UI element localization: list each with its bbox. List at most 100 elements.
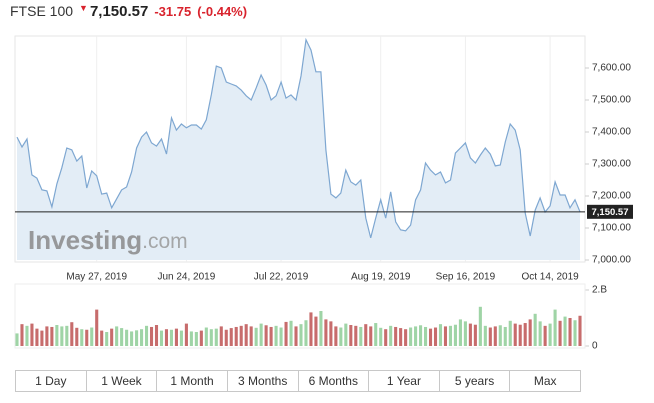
volume-bar [174, 328, 178, 346]
volume-bar [364, 324, 368, 346]
volume-bar [179, 330, 183, 346]
volume-bar [85, 329, 89, 346]
volume-bar [25, 325, 29, 346]
volume-bar [468, 323, 472, 346]
range-button[interactable]: 1 Day [16, 371, 87, 391]
volume-bar [75, 327, 79, 346]
volume-bar [349, 325, 353, 346]
volume-bar [60, 326, 64, 346]
volume-bar [359, 326, 363, 346]
volume-bar [259, 323, 263, 346]
change: -31.75 [154, 4, 192, 19]
volume-bar [394, 326, 398, 346]
volume-bar [329, 321, 333, 346]
volume-bar [164, 329, 169, 346]
volume-bar [309, 312, 313, 346]
volume-bar [284, 321, 288, 346]
price-area [17, 39, 580, 260]
watermark-brand: Investing [28, 225, 142, 255]
range-button[interactable]: 1 Month [157, 371, 228, 391]
volume-bar [209, 329, 213, 346]
volume-bar [513, 323, 517, 346]
volume-bar [558, 320, 562, 346]
x-tick-label: Aug 19, 2019 [351, 272, 411, 283]
volume-bar [443, 326, 448, 346]
quote-header: FTSE 100 ▼ 7,150.57 -31.75 (-0.44%) [10, 3, 253, 20]
volume-bar [65, 325, 69, 346]
volume-bar [80, 329, 84, 346]
range-button[interactable]: Max [533, 374, 557, 388]
volume-bar [528, 319, 532, 346]
volume-bar [294, 326, 298, 346]
volume-bar [289, 320, 293, 346]
volume-bar [399, 328, 403, 346]
volume-bar [488, 327, 492, 346]
y-tick-label: 7,200.00 [592, 191, 631, 202]
x-tick-label: Sep 16, 2019 [436, 272, 496, 283]
volume-bar [448, 325, 453, 346]
volume-bar [314, 316, 318, 346]
volume-bar [523, 323, 527, 346]
volume-bar [483, 325, 487, 346]
volume-bar [140, 329, 144, 346]
y-tick-label: 7,600.00 [592, 63, 631, 74]
volume-bar [110, 328, 114, 346]
volume-bar [184, 323, 188, 346]
range-button[interactable]: 1 Week [87, 371, 158, 391]
y-tick-label: 7,100.00 [592, 223, 631, 234]
volume-bar [374, 323, 378, 346]
volume-bar [35, 328, 39, 346]
volume-bar [414, 326, 418, 346]
range-button[interactable]: 1 Year [369, 371, 440, 391]
volume-bar [453, 324, 457, 346]
volume-bar [125, 329, 129, 346]
range-button[interactable]: 6 Months [299, 371, 370, 391]
volume-bar [503, 326, 507, 346]
volume-bar [264, 325, 268, 346]
volume-bar [299, 324, 303, 346]
price: 7,150.57 [89, 3, 149, 20]
volume-bar [254, 327, 258, 346]
volume-bar [369, 326, 373, 346]
volume-bar [40, 330, 44, 346]
last-price-label: 7,150.57 [592, 207, 629, 218]
volume-bar [324, 319, 328, 346]
range-button[interactable]: 5 years [440, 371, 511, 391]
volume-bar [508, 320, 512, 346]
x-tick-label: Oct 14, 2019 [521, 272, 579, 283]
volume-bar [538, 321, 542, 346]
volume-bar [15, 333, 19, 346]
volume-bar [269, 326, 273, 346]
volume-bar [493, 326, 497, 346]
volume-bar [214, 328, 218, 346]
price-line [16, 37, 581, 239]
watermark: Investing.com [28, 225, 188, 255]
volume-bar [159, 330, 164, 346]
volume-bar [229, 328, 233, 346]
volume-bar [304, 320, 308, 346]
volume-bar [463, 321, 467, 346]
volume-bar [438, 324, 443, 346]
volume-bar [458, 319, 462, 346]
volume-bar [419, 325, 423, 346]
volume-bar [573, 320, 577, 346]
y-tick-label: 7,400.00 [592, 127, 631, 138]
volume-bar [244, 324, 248, 346]
volume-bar [518, 324, 522, 346]
volume-bar [578, 315, 582, 346]
volume-frame [14, 283, 586, 349]
volume-bar [354, 325, 358, 346]
volume-bar [344, 323, 348, 346]
down-arrow: ▼ [79, 3, 88, 13]
volume-bar [194, 332, 198, 346]
volume-bar [90, 327, 94, 346]
range-button[interactable]: 3 Months [228, 371, 299, 391]
volume-bar [339, 327, 343, 346]
last-price-tag [587, 204, 633, 219]
volume-bar [249, 326, 253, 346]
y-tick-label: 7,500.00 [592, 95, 631, 106]
volume-bar [428, 328, 433, 346]
volume-bar [20, 324, 24, 346]
volume-bar [548, 323, 552, 346]
